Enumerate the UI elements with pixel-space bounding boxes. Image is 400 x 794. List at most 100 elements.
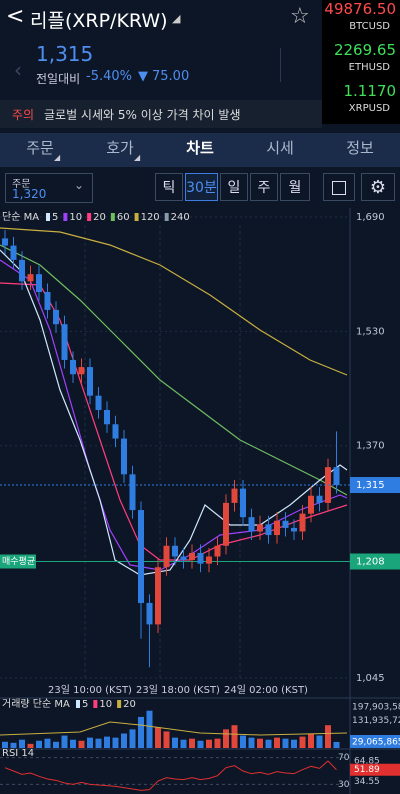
fullscreen-button[interactable] <box>323 173 355 201</box>
volume-bar <box>19 739 25 748</box>
candle-body <box>2 238 8 246</box>
ma-legend-period: 240 <box>171 212 190 223</box>
ticker-panel: 49876.50 BTCUSD 2269.65 ETHUSD 1.1170 XRPUSD <box>322 0 400 124</box>
candle-body <box>265 524 272 536</box>
notice-tag: 주의 <box>12 108 35 122</box>
volume-bar <box>61 735 68 748</box>
period-button[interactable]: 틱 <box>155 173 183 201</box>
candle-body <box>282 520 289 528</box>
rsi-level-label: 64.85 <box>354 757 380 767</box>
volume-bar <box>274 737 280 748</box>
ticker-symbol: XRPUSD <box>348 103 390 114</box>
volume-bar <box>10 742 17 748</box>
candle-body <box>172 545 178 557</box>
candle-body <box>61 324 68 360</box>
y-tick-label: 1,530 <box>356 326 385 337</box>
order-dropdown[interactable]: 주문 1,320 ⌄ <box>5 173 93 203</box>
volume-bar <box>248 737 255 748</box>
ma-legend-period: 120 <box>141 212 160 223</box>
volume-bar <box>78 740 85 748</box>
order-label: 주문 <box>12 179 31 190</box>
volume-bar <box>265 739 272 748</box>
ma-legend-swatch <box>87 213 92 221</box>
candle-body <box>189 552 195 561</box>
settings-button[interactable]: ⚙ <box>361 173 395 201</box>
favorite-star[interactable]: ☆ <box>290 4 310 29</box>
candle-body <box>299 513 306 532</box>
candle-body <box>316 495 323 503</box>
ma-legend-swatch <box>46 213 50 221</box>
volume-ma-swatch <box>93 700 98 708</box>
rsi-current-label: 51.89 <box>354 765 380 775</box>
volume-bar <box>27 743 34 748</box>
rsi-level-label: 34.55 <box>354 777 380 787</box>
volume-bar <box>95 738 102 748</box>
back-button[interactable]: < <box>6 4 25 29</box>
prev-arrow[interactable]: ‹ <box>14 58 22 82</box>
volume-bar <box>172 737 178 748</box>
candle-body <box>10 245 17 260</box>
candle-body <box>104 409 110 425</box>
tab[interactable]: 호가 <box>106 139 134 157</box>
tab-caret: ◢ <box>134 153 141 162</box>
period-button[interactable]: 30분 <box>185 173 218 201</box>
volume-bar <box>44 738 51 748</box>
volume-bar <box>87 737 93 748</box>
volume-bar <box>112 737 119 748</box>
volume-ma-period: 5 <box>82 699 88 710</box>
ma-legend-swatch <box>164 213 169 221</box>
candle-body <box>138 510 144 603</box>
mini-chart <box>280 48 321 82</box>
ticker-symbol: ETHUSD <box>348 62 390 73</box>
volume-bar <box>104 736 110 748</box>
notice-bar: 주의 글로벌 시세와 5% 이상 가격 차이 발생 <box>0 100 322 128</box>
ma-line <box>0 259 348 571</box>
volume-bar <box>308 733 314 748</box>
coin-title[interactable]: 리플(XRP/KRW) <box>30 10 168 32</box>
candle-body <box>333 467 340 486</box>
volume-tick-label: 197,903,583 <box>352 703 400 713</box>
tab[interactable]: 정보 <box>346 139 374 157</box>
candle-body <box>163 545 170 568</box>
ma-legend-swatch <box>134 213 139 221</box>
volume-ma-period: 20 <box>123 699 136 710</box>
volume-bar <box>316 735 323 748</box>
volume-bar <box>53 741 59 748</box>
ma-legend-period: 60 <box>117 212 130 223</box>
period-button[interactable]: 월 <box>280 173 310 201</box>
volume-bar <box>291 739 297 748</box>
volume-bar <box>129 729 136 748</box>
tab[interactable]: 주문 <box>26 139 54 157</box>
candle-body <box>129 474 136 511</box>
notice-text: 글로벌 시세와 5% 이상 가격 차이 발생 <box>44 108 241 122</box>
volume-bar <box>214 738 221 748</box>
volume-current-bg <box>350 734 400 748</box>
ma-line <box>0 282 348 561</box>
x-tick-label: 24일 02:00 (KST) <box>224 684 308 696</box>
volume-bar <box>206 739 212 748</box>
volume-bar <box>2 741 8 748</box>
tab[interactable]: 차트 <box>186 139 214 157</box>
volume-bar <box>333 741 340 748</box>
candle-body <box>291 527 297 532</box>
volume-bar <box>138 716 144 748</box>
candle-body <box>53 309 59 325</box>
change-amt: 75.00 <box>152 69 190 84</box>
period-button[interactable]: 주 <box>250 173 278 201</box>
y-tick-label: 1,370 <box>356 441 385 452</box>
tab[interactable]: 시세 <box>266 139 294 157</box>
rsi-line <box>4 760 337 791</box>
candle-body <box>121 438 127 475</box>
tab-bar: 주문 ◢ 호가 ◢ 차트 시세 정보 <box>0 133 400 167</box>
candle-body <box>19 259 25 282</box>
avg-tag-bg <box>0 554 36 569</box>
candle-body <box>78 367 85 375</box>
ma-legend-period: 5 <box>52 212 58 223</box>
candle-body <box>70 359 76 375</box>
avg-price-label: 1,208 <box>356 556 385 567</box>
candle-body <box>248 517 255 532</box>
volume-bar <box>240 735 246 748</box>
current-price-bg <box>350 477 400 494</box>
period-button[interactable]: 일 <box>220 173 248 201</box>
